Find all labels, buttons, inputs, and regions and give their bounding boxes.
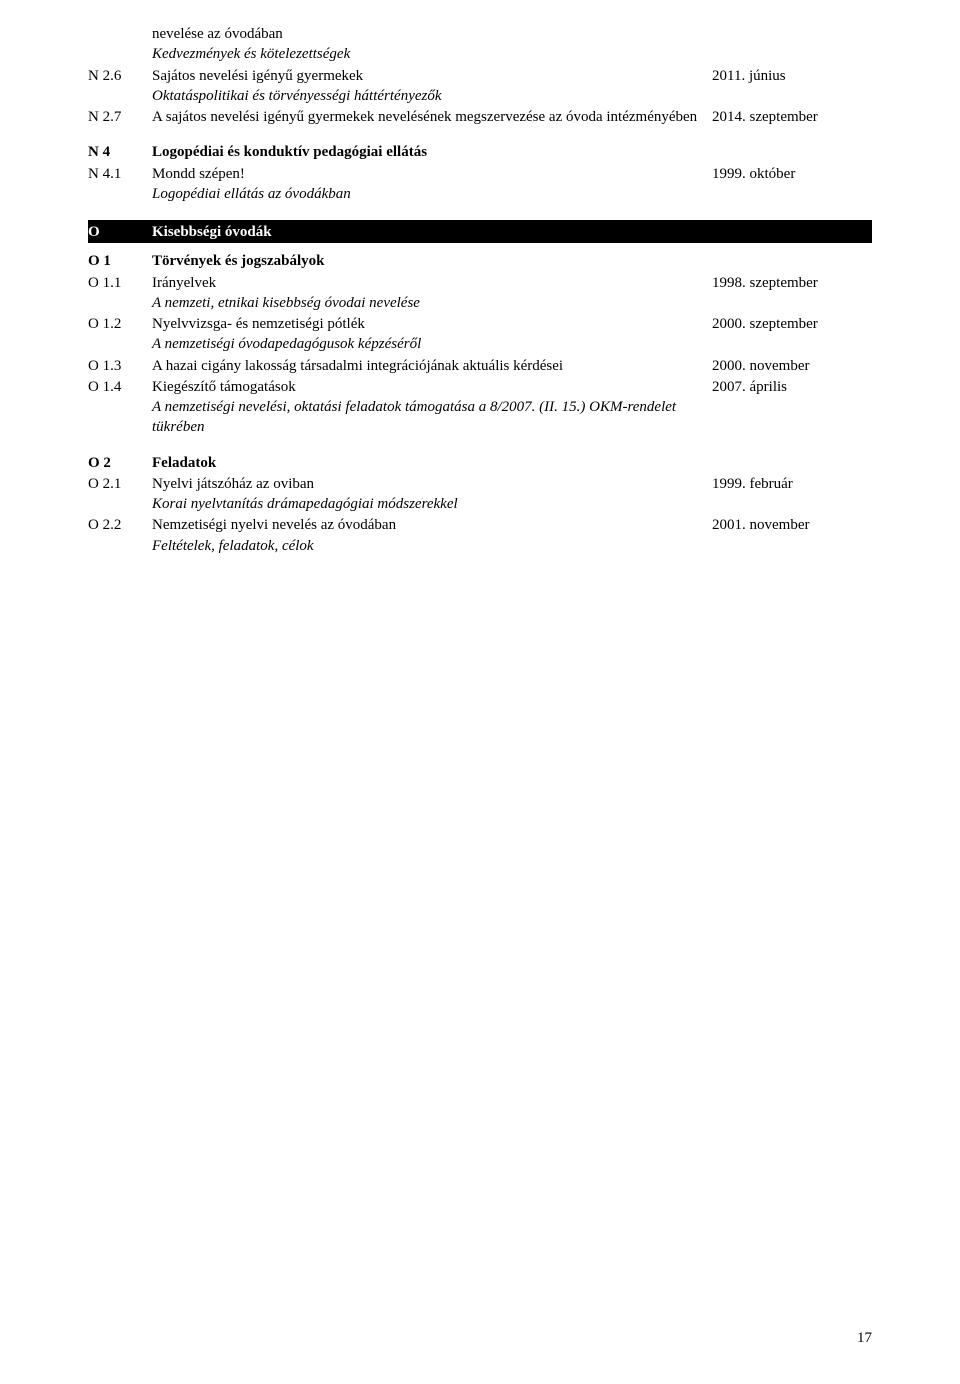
list-item: O 1.2 Nyelvvizsga- és nemzetiségi pótlék…	[88, 314, 872, 355]
entry-date: 1999. február	[712, 474, 872, 515]
subsection-code: N 4	[88, 142, 152, 162]
subsection-header: O 1 Törvények és jogszabályok	[88, 251, 872, 271]
entry-date: 1998. szeptember	[712, 273, 872, 314]
entry-date: 2001. november	[712, 515, 872, 556]
entry-code: N 2.6	[88, 66, 152, 107]
subsection-header: N 4 Logopédiai és konduktív pedagógiai e…	[88, 142, 872, 162]
entry-code: N 4.1	[88, 164, 152, 205]
entry-date: 2011. június	[712, 66, 872, 107]
entry-title: Nyelvi játszóház az oviban	[152, 474, 700, 494]
entry-title: A sajátos nevelési igényű gyermekek neve…	[152, 107, 700, 127]
entry-subtitle: Oktatáspolitikai és törvényességi háttér…	[152, 86, 700, 106]
entry-subtitle: A nemzeti, etnikai kisebbség óvodai neve…	[152, 293, 700, 313]
entry-subtitle: Feltételek, feladatok, célok	[152, 536, 700, 556]
entry-date: 1999. október	[712, 164, 872, 205]
page-number: 17	[857, 1328, 872, 1348]
entry-code: O 2.1	[88, 474, 152, 515]
entry-code: O 1.4	[88, 377, 152, 438]
subsection-title: Törvények és jogszabályok	[152, 251, 712, 271]
entry-subtitle: Kedvezmények és kötelezettségek	[152, 44, 700, 64]
subsection-title: Logopédiai és konduktív pedagógiai ellát…	[152, 142, 712, 162]
entry-code: O 1.2	[88, 314, 152, 355]
entry-title: Nemzetiségi nyelvi nevelés az óvodában	[152, 515, 700, 535]
subsection-code: O 1	[88, 251, 152, 271]
entry-title: Irányelvek	[152, 273, 700, 293]
entry-subtitle: Korai nyelvtanítás drámapedagógiai módsz…	[152, 494, 700, 514]
list-item: O 1.1 Irányelvek A nemzeti, etnikai kise…	[88, 273, 872, 314]
subsection-title: Feladatok	[152, 453, 712, 473]
entry-title: A hazai cigány lakosság társadalmi integ…	[152, 356, 700, 376]
entry-date: 2007. április	[712, 377, 872, 438]
entry-date: 2014. szeptember	[712, 107, 872, 127]
list-item: N 2.7 A sajátos nevelési igényű gyermeke…	[88, 107, 872, 127]
entry-code: N 2.7	[88, 107, 152, 127]
entry-title: Nyelvvizsga- és nemzetiségi pótlék	[152, 314, 700, 334]
entry-code: O 2.2	[88, 515, 152, 556]
list-item: O 2.1 Nyelvi játszóház az oviban Korai n…	[88, 474, 872, 515]
list-item: O 1.3 A hazai cigány lakosság társadalmi…	[88, 356, 872, 376]
entry-subtitle: Logopédiai ellátás az óvodákban	[152, 184, 700, 204]
list-item: N 2.6 Sajátos nevelési igényű gyermekek …	[88, 66, 872, 107]
entry-date	[712, 24, 872, 65]
section-header: O Kisebbségi óvodák	[88, 220, 872, 243]
list-item: O 2.2 Nemzetiségi nyelvi nevelés az óvod…	[88, 515, 872, 556]
entry-code	[88, 24, 152, 65]
list-item: N 4.1 Mondd szépen! Logopédiai ellátás a…	[88, 164, 872, 205]
entry-title: Mondd szépen!	[152, 164, 700, 184]
entry-title: Sajátos nevelési igényű gyermekek	[152, 66, 700, 86]
entry-title: nevelése az óvodában	[152, 24, 700, 44]
list-item: nevelése az óvodában Kedvezmények és köt…	[88, 24, 872, 65]
section-code: O	[88, 222, 152, 242]
entry-code: O 1.3	[88, 356, 152, 376]
subsection-header: O 2 Feladatok	[88, 453, 872, 473]
entry-code: O 1.1	[88, 273, 152, 314]
subsection-code: O 2	[88, 453, 152, 473]
entry-date: 2000. november	[712, 356, 872, 376]
list-item: O 1.4 Kiegészítő támogatások A nemzetisé…	[88, 377, 872, 438]
entry-subtitle: A nemzetiségi nevelési, oktatási feladat…	[152, 397, 700, 438]
entry-date: 2000. szeptember	[712, 314, 872, 355]
entry-title: Kiegészítő támogatások	[152, 377, 700, 397]
section-title: Kisebbségi óvodák	[152, 222, 872, 242]
entry-subtitle: A nemzetiségi óvodapedagógusok képzésérő…	[152, 334, 700, 354]
